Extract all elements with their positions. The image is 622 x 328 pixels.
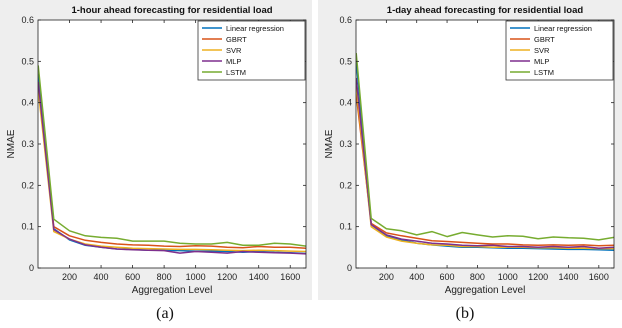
chart-panel-b: 200 400 600 800 1000 1200 1400 1600 0 0.1 0.2 0.3 0.… bbox=[318, 0, 622, 300]
y-tick-label: 0.1 bbox=[339, 222, 352, 232]
figure-caption: (b) bbox=[456, 305, 475, 322]
y-tick-label: 0.2 bbox=[21, 180, 34, 190]
series-line-lstm bbox=[38, 65, 306, 247]
series-line-svr bbox=[356, 86, 614, 250]
chart-panel-a: 200 400 600 800 1000 1200 1400 1600 0 0.1 0.2 0.3 0.… bbox=[0, 0, 312, 300]
y-tick-label: 0.5 bbox=[339, 56, 352, 66]
legend: Linear regression GBRT SVR MLP LSTM bbox=[505, 20, 614, 81]
series-line-mlp bbox=[356, 77, 614, 249]
x-tick-label: 1200 bbox=[217, 272, 237, 282]
y-tick-label: 0.1 bbox=[21, 222, 34, 232]
legend-label: MLP bbox=[226, 57, 241, 66]
legend-label: Linear regression bbox=[226, 24, 284, 33]
y-tick-label: 0.4 bbox=[21, 98, 34, 108]
x-axis-label: Aggregation Level bbox=[132, 285, 213, 296]
figure-caption: (a) bbox=[156, 305, 174, 322]
x-tick-label: 600 bbox=[440, 272, 455, 282]
x-tick-label: 1000 bbox=[498, 272, 518, 282]
y-tick-label: 0.3 bbox=[21, 139, 34, 149]
series-group bbox=[38, 65, 306, 255]
x-tick-label: 800 bbox=[157, 272, 172, 282]
series-line-gbrt bbox=[356, 94, 614, 247]
y-tick-label: 0 bbox=[29, 263, 34, 273]
x-tick-label: 1200 bbox=[528, 272, 548, 282]
x-axis-label: Aggregation Level bbox=[445, 285, 526, 296]
y-tick-label: 0 bbox=[347, 263, 352, 273]
x-tick-label: 200 bbox=[379, 272, 394, 282]
x-tick-label: 200 bbox=[62, 272, 77, 282]
series-line-mlp bbox=[38, 81, 306, 255]
legend-label: Linear regression bbox=[534, 24, 592, 33]
y-tick-label: 0.3 bbox=[339, 139, 352, 149]
series-line-lstm bbox=[356, 53, 614, 241]
x-tick-label: 1400 bbox=[249, 272, 269, 282]
y-tick-label: 0.6 bbox=[21, 15, 34, 25]
y-axis-label: NMAE bbox=[324, 129, 335, 158]
y-tick-label: 0.6 bbox=[339, 15, 352, 25]
x-tick-label: 400 bbox=[409, 272, 424, 282]
y-axis-label: NMAE bbox=[6, 129, 17, 158]
legend-label: SVR bbox=[534, 46, 550, 55]
x-tick-label: 1600 bbox=[589, 272, 609, 282]
chart-title: 1-day ahead forecasting for residential … bbox=[387, 5, 584, 16]
x-tick-label: 400 bbox=[94, 272, 109, 282]
y-tick-label: 0.5 bbox=[21, 56, 34, 66]
chart-title: 1-hour ahead forecasting for residential… bbox=[71, 5, 272, 16]
legend-label: LSTM bbox=[534, 68, 554, 77]
legend-label: GBRT bbox=[534, 35, 555, 44]
series-line-gbrt bbox=[38, 86, 306, 249]
legend-label: SVR bbox=[226, 46, 242, 55]
x-tick-label: 800 bbox=[470, 272, 485, 282]
legend-label: MLP bbox=[534, 57, 549, 66]
y-tick-label: 0.2 bbox=[339, 180, 352, 190]
legend-label: GBRT bbox=[226, 35, 247, 44]
y-tick-label: 0.4 bbox=[339, 98, 352, 108]
legend: Linear regression GBRT SVR MLP LSTM bbox=[197, 20, 306, 81]
x-tick-label: 1000 bbox=[186, 272, 206, 282]
x-tick-label: 1400 bbox=[558, 272, 578, 282]
legend-label: LSTM bbox=[226, 68, 246, 77]
x-tick-label: 600 bbox=[125, 272, 140, 282]
series-group bbox=[356, 53, 614, 251]
x-tick-label: 1600 bbox=[280, 272, 300, 282]
